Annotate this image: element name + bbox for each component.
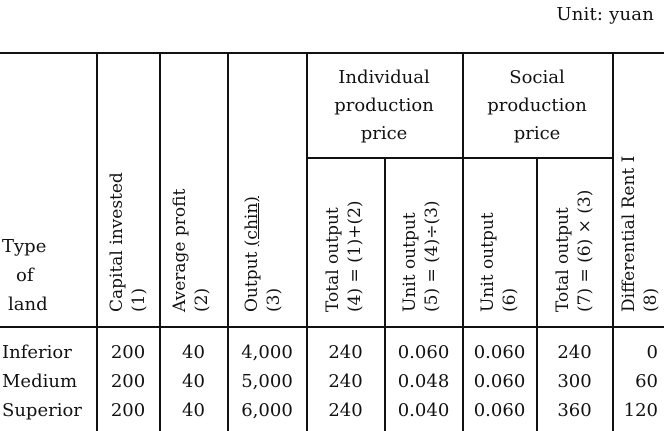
capital-invested-number: (1) bbox=[129, 287, 149, 312]
social-total-output-label: Total output bbox=[553, 207, 573, 312]
capital-invested-cell: 200 bbox=[110, 342, 146, 363]
individual-unit-output-cell: 0.060 bbox=[397, 342, 450, 363]
individual-total-output-cell: 240 bbox=[328, 342, 363, 363]
social-header-line-3: price bbox=[513, 123, 561, 144]
individual-total-output-cell: 240 bbox=[328, 371, 363, 392]
output-cell: 5,000 bbox=[241, 371, 293, 392]
column-divider-8 bbox=[612, 53, 614, 431]
capital-invested-cell: 200 bbox=[110, 400, 146, 421]
individual-total-output-cell: 240 bbox=[328, 400, 363, 421]
type-header-line-3: land bbox=[8, 294, 48, 315]
land-type-cell: Superior bbox=[2, 400, 82, 421]
table-row-medium: Medium 200 40 5,000 240 0.048 0.060 300 … bbox=[0, 368, 664, 396]
output-label-line: Output (chin) bbox=[241, 196, 263, 312]
table-row-inferior: Inferior 200 40 4,000 240 0.060 0.060 24… bbox=[0, 339, 664, 367]
individual-production-price-header: Individual production price bbox=[306, 64, 462, 148]
unit-label: Unit: yuan bbox=[556, 4, 654, 25]
top-rule bbox=[0, 52, 664, 54]
social-unit-output-cell: 0.060 bbox=[473, 342, 526, 363]
header-bottom-rule bbox=[0, 326, 664, 328]
social-unit-output-cell: 0.060 bbox=[473, 400, 526, 421]
output-cell: 6,000 bbox=[241, 400, 293, 421]
differential-rent-label: Differential Rent I bbox=[619, 155, 639, 312]
individual-header-line-2: production bbox=[334, 95, 434, 116]
output-cell: 4,000 bbox=[241, 342, 293, 363]
social-header-line-2: production bbox=[487, 95, 587, 116]
output-unit: (chin) bbox=[242, 196, 262, 247]
column-divider-7 bbox=[536, 157, 538, 431]
social-unit-output-number: (6) bbox=[500, 287, 520, 312]
social-unit-output-cell: 0.060 bbox=[473, 371, 526, 392]
social-production-price-header: Social production price bbox=[462, 64, 612, 148]
individual-header-line-3: price bbox=[360, 123, 408, 144]
type-header-line-2: of bbox=[16, 265, 34, 286]
differential-rent-cell: 120 bbox=[623, 400, 658, 421]
average-profit-header: Average profit (2) bbox=[169, 189, 212, 312]
average-profit-cell: 40 bbox=[182, 371, 205, 392]
individual-unit-output-cell: 0.048 bbox=[397, 371, 450, 392]
column-divider-2 bbox=[159, 53, 161, 431]
type-header-line-1: Type bbox=[2, 236, 47, 257]
column-divider-5 bbox=[384, 157, 386, 431]
column-divider-4 bbox=[306, 53, 308, 431]
output-number: (3) bbox=[264, 287, 284, 312]
land-type-cell: Medium bbox=[2, 371, 78, 392]
average-profit-number: (2) bbox=[192, 287, 212, 312]
capital-invested-cell: 200 bbox=[110, 371, 146, 392]
individual-unit-output-label: Unit output bbox=[400, 212, 420, 312]
social-total-output-formula: (7) = (6) × (3) bbox=[575, 189, 595, 312]
output-header: Output (chin) (3) bbox=[241, 196, 284, 312]
individual-header-line-1: Individual bbox=[338, 67, 430, 88]
social-total-output-cell: 360 bbox=[557, 400, 592, 421]
individual-unit-output-header: Unit output (5) = (4)÷(3) bbox=[399, 200, 442, 312]
production-price-divider bbox=[306, 157, 612, 159]
output-label: Output bbox=[242, 251, 262, 312]
social-unit-output-header: Unit output (6) bbox=[477, 212, 520, 312]
social-unit-output-label: Unit output bbox=[478, 212, 498, 312]
capital-invested-header: Capital invested (1) bbox=[106, 172, 149, 312]
individual-unit-output-formula: (5) = (4)÷(3) bbox=[422, 200, 442, 312]
social-total-output-cell: 240 bbox=[557, 342, 592, 363]
average-profit-cell: 40 bbox=[182, 342, 205, 363]
social-total-output-cell: 300 bbox=[557, 371, 592, 392]
individual-total-output-label: Total output bbox=[323, 207, 343, 312]
differential-rent-number: (8) bbox=[641, 287, 661, 312]
differential-rent-header: Differential Rent I (8) bbox=[618, 156, 661, 312]
social-header-line-1: Social bbox=[509, 67, 565, 88]
column-divider-1 bbox=[96, 53, 98, 431]
individual-unit-output-cell: 0.040 bbox=[397, 400, 450, 421]
average-profit-cell: 40 bbox=[182, 400, 205, 421]
type-of-land-header: Type of land bbox=[2, 232, 94, 319]
land-type-cell: Inferior bbox=[2, 342, 72, 363]
column-divider-6 bbox=[462, 53, 464, 431]
individual-total-output-formula: (4) = (1)+(2) bbox=[345, 200, 365, 312]
differential-rent-cell: 60 bbox=[635, 371, 658, 392]
column-divider-3 bbox=[227, 53, 229, 431]
table-row-superior: Superior 200 40 6,000 240 0.040 0.060 36… bbox=[0, 397, 664, 425]
capital-invested-label: Capital invested bbox=[107, 172, 127, 312]
individual-total-output-header: Total output (4) = (1)+(2) bbox=[322, 200, 365, 312]
differential-rent-cell: 0 bbox=[646, 342, 658, 363]
social-total-output-header: Total output (7) = (6) × (3) bbox=[552, 190, 595, 312]
average-profit-label: Average profit bbox=[170, 188, 190, 312]
